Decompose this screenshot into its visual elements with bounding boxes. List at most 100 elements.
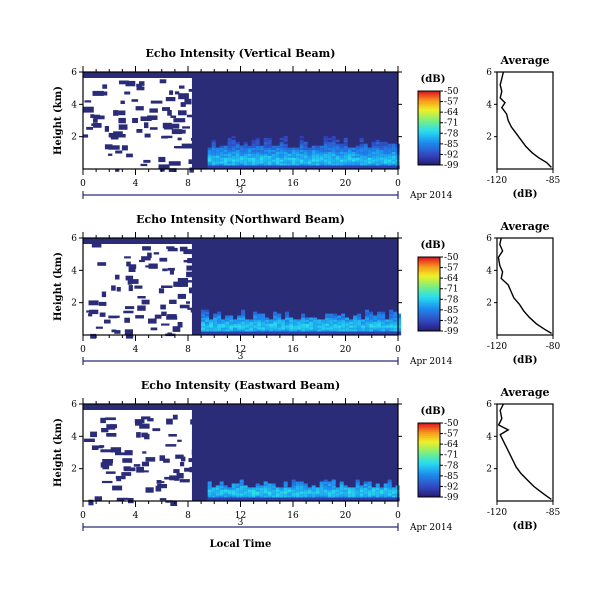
colorbar-swatch <box>418 305 440 308</box>
heatmap-cell <box>190 138 201 141</box>
heatmap-cell <box>291 491 296 494</box>
heatmap-cell <box>205 319 210 322</box>
heatmap-cell <box>239 161 244 164</box>
heatmap-cell <box>379 143 384 147</box>
heatmap-cell <box>299 485 304 488</box>
heatmap-cell <box>287 493 292 496</box>
heatmap-cell <box>323 495 328 498</box>
heatmap-cell <box>343 487 348 490</box>
heatmap-cell <box>339 151 344 154</box>
heatmap-cell <box>215 485 220 488</box>
heatmap-cell <box>205 323 210 326</box>
heatmap-cell <box>213 319 218 322</box>
heatmap-cell <box>311 489 316 492</box>
heatmap-cell <box>367 147 372 150</box>
heatmap-cell <box>317 327 322 330</box>
heatmap-cell <box>363 157 368 160</box>
heatmap-cell <box>323 483 328 486</box>
heatmap-cell <box>237 315 242 318</box>
heatmap-cell <box>359 495 364 498</box>
heatmap-cell <box>299 153 304 156</box>
heatmap-cell <box>215 495 220 498</box>
heatmap-cell <box>327 489 332 492</box>
heatmap-cell <box>209 323 214 326</box>
heatmap-cell <box>170 500 178 506</box>
heatmap-cell <box>102 84 108 89</box>
heatmap-cell <box>367 161 372 164</box>
heatmap-cell <box>283 161 288 164</box>
heatmap-cell <box>335 149 340 152</box>
heatmap-cell <box>211 161 216 164</box>
heatmap-cell <box>105 417 116 421</box>
heatmap-cell <box>319 145 324 149</box>
heatmap-cell <box>337 319 342 322</box>
heatmap-cell <box>251 165 256 168</box>
heatmap-cell <box>339 163 344 166</box>
colorbar-swatch <box>418 109 440 112</box>
heatmap-cell <box>281 319 286 322</box>
heatmap-cell <box>345 329 350 332</box>
y-axis-label: Height (km) <box>53 418 64 487</box>
heatmap-cell <box>375 161 380 164</box>
heatmap-cell <box>225 329 230 332</box>
heatmap-cell <box>253 333 258 336</box>
heatmap-cell <box>261 317 266 320</box>
heatmap-cell <box>319 165 324 168</box>
colorbar-swatch <box>418 144 440 147</box>
heatmap-cell <box>355 497 360 500</box>
heatmap-cell <box>273 323 278 326</box>
profile-title: Average <box>499 386 549 399</box>
heatmap-cell <box>291 149 296 152</box>
heatmap-cell <box>301 327 306 330</box>
profile-x-axis-label: (dB) <box>513 521 538 532</box>
heatmap-cell <box>311 493 316 496</box>
heatmap-cell <box>319 497 324 500</box>
heatmap-cell <box>243 143 248 147</box>
heatmap-cell <box>343 145 348 149</box>
heatmap-cell <box>275 149 280 152</box>
heatmap-cell <box>367 491 372 494</box>
heatmap-cell <box>88 499 94 506</box>
heatmap-cell <box>275 147 280 150</box>
heatmap-cell <box>231 165 236 168</box>
heatmap-cell <box>263 493 268 496</box>
heatmap-cell <box>383 149 388 152</box>
heatmap-cell <box>299 495 304 498</box>
heatmap-cell <box>239 481 244 484</box>
heatmap-cell <box>361 331 366 334</box>
heatmap-cell <box>333 325 338 328</box>
heatmap-cell <box>245 331 250 334</box>
heatmap-cell <box>235 157 240 160</box>
heatmap-cell <box>287 159 292 162</box>
heatmap-cell <box>305 317 310 320</box>
heatmap-cell <box>263 497 268 500</box>
heatmap-cell <box>307 499 312 502</box>
heatmap-cell <box>172 326 181 332</box>
heatmap-cell <box>112 485 123 491</box>
heatmap-cell <box>227 155 232 158</box>
heatmap-cell <box>178 110 187 116</box>
heatmap-cell <box>337 333 342 336</box>
heatmap-cell <box>389 313 394 316</box>
heatmap-cell <box>317 333 322 336</box>
heatmap-cell <box>287 149 292 152</box>
heatmap-cell <box>229 329 234 332</box>
heatmap-cell <box>379 157 384 160</box>
heatmap-cell <box>171 129 183 135</box>
heatmap-cell <box>269 323 274 326</box>
heatmap-cell <box>379 487 384 490</box>
heatmap-cell <box>381 319 386 322</box>
heatmap-cell <box>375 141 380 145</box>
heatmap-cell <box>387 157 392 160</box>
heatmap-cell <box>140 116 152 121</box>
heatmap-cell <box>309 333 314 336</box>
heatmap-cell <box>351 159 356 162</box>
heatmap-cell <box>375 491 380 494</box>
colorbar-swatch <box>418 281 440 284</box>
heatmap-cell <box>343 163 348 166</box>
heatmap-cell <box>273 315 278 318</box>
heatmap-cell <box>383 161 388 164</box>
heatmap-cell <box>235 491 240 494</box>
heatmap-cell <box>355 145 360 149</box>
heatmap-cell <box>168 123 180 129</box>
